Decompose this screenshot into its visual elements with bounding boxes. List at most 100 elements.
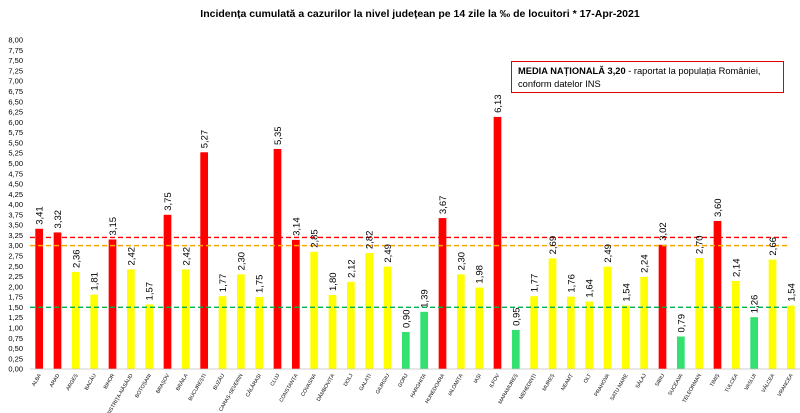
data-label: 1,80 [328,272,339,291]
data-label: 2,85 [310,229,321,248]
x-tick-label: GORJ [397,373,410,389]
bar [438,218,447,369]
bar [731,280,740,369]
x-tick-label: ARGEȘ [65,373,80,392]
y-tick-label: 4,00 [8,200,23,209]
x-tick-label: MEHEDINȚI [518,373,537,401]
data-label: 0,79 [676,314,687,333]
national-average-text: - raportat la populația României, [625,66,761,76]
bar [200,152,209,369]
bar [181,269,190,369]
data-label: 0,90 [401,309,412,328]
bar [163,214,172,369]
y-tick-label: 5,50 [8,138,23,147]
bar [71,271,80,369]
y-tick-label: 3,50 [8,221,23,230]
y-tick-label: 8,00 [8,36,23,45]
y-tick-label: 1,00 [8,323,23,332]
national-average-bold: MEDIA NAȚIONALĂ 3,20 [518,66,626,76]
bars [35,116,795,369]
bar [713,220,722,369]
x-tick-label: IALOMIȚA [447,373,465,397]
bar [530,296,539,369]
y-tick-label: 2,75 [8,252,23,261]
y-tick-label: 0,25 [8,354,23,363]
bar [126,269,135,369]
bar [695,257,704,369]
y-tick-label: 7,50 [8,56,23,65]
bar [585,301,594,369]
y-tick-label: 5,75 [8,128,23,137]
bar [346,281,355,369]
y-tick-label: 1,50 [8,303,23,312]
x-tick-label: OLT [583,372,593,384]
x-tick-label: SUCEAVA [667,373,684,397]
data-labels: 3,41 3,32 2,36 1,81 3,15 2,42 1,57 3,75 2,42 5,27… [35,94,798,332]
x-tick-label: BRAȘOV [155,373,171,395]
x-tick-label: DÂMBOVIȚA [315,372,337,402]
data-label: 2,12 [346,259,357,278]
y-tick-label: 6,50 [8,97,23,106]
bar [328,294,337,369]
x-tick-label: NEAMȚ [560,372,575,391]
data-label: 2,30 [456,252,467,271]
bar [566,296,575,369]
x-tick-label: HARGHITA [409,373,428,399]
y-tick-label: 4,75 [8,169,23,178]
y-tick-label: 7,25 [8,66,23,75]
data-label: 2,66 [768,237,779,256]
x-tick-label: CLUJ [270,373,282,388]
y-tick-label: 7,75 [8,46,23,55]
x-tick-label: MUREȘ [542,373,557,393]
x-tick-label: ILFOV [489,373,502,389]
bar [475,287,484,369]
x-tick-label: BOTOȘANI [134,373,153,399]
bar [401,331,410,369]
bar [768,259,777,369]
data-label: 1,54 [786,283,797,302]
y-tick-label: 3,00 [8,241,23,250]
data-label: 1,57 [145,282,156,301]
data-label: 1,75 [255,275,266,294]
y-tick-label: 6,00 [8,118,23,127]
y-axis: 0,00 0,250,500,75 1,001,251,501,75 2,002,25… [8,36,23,374]
data-label: 1,26 [750,295,761,314]
x-tick-label: TULCEA [724,373,740,394]
data-label: 2,42 [181,247,192,266]
y-tick-label: 3,75 [8,210,23,219]
bar [255,297,264,369]
data-label: 6,13 [493,94,504,113]
x-tick-label: TELEORMAN [682,373,703,404]
x-tick-label: SATU MARE [609,373,629,402]
data-label: 2,14 [731,258,742,277]
bar [90,294,99,369]
data-label: 3,41 [35,206,46,225]
bar [53,232,62,369]
y-tick-label: 0,75 [8,334,23,343]
data-label: 3,32 [53,210,64,229]
x-tick-label: GIURGIU [375,373,391,395]
bar [786,305,795,369]
data-label: 2,30 [236,252,247,270]
data-label: 2,36 [71,249,82,268]
x-tick-label: VASLUI [744,373,758,392]
y-tick-label: 7,00 [8,77,23,86]
bar [310,251,319,369]
x-tick-label: VRANCEA [777,373,795,398]
y-tick-label: 1,75 [8,293,23,302]
data-label: 1,77 [218,274,229,293]
national-average-annotation: MEDIA NAȚIONALĂ 3,20 - raportat la popul… [511,61,784,93]
bar [676,336,685,369]
data-label: 0,95 [511,307,522,326]
x-tick-label: GALAȚI [358,373,372,392]
data-label: 2,82 [365,231,376,250]
bar [35,228,44,369]
data-label: 3,60 [713,198,724,217]
x-tick-label: CONSTANȚA [279,373,300,404]
x-tick-label: ALBA [31,373,43,388]
chart-title: Incidența cumulată a cazurilor la nivel … [200,8,640,20]
x-tick-label: CĂLĂRAȘI [244,373,263,399]
data-label: 2,70 [695,235,706,254]
x-tick-label: MARAMUREȘ [498,373,520,406]
